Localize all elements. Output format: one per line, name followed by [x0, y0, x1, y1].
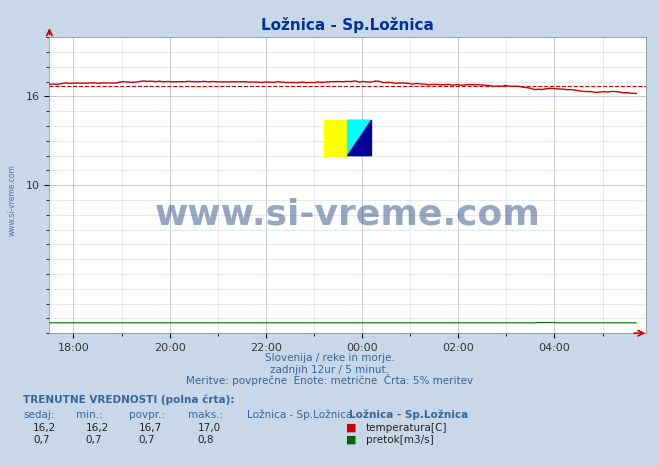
Polygon shape — [348, 120, 372, 156]
Text: 0,7: 0,7 — [138, 435, 155, 445]
Text: TRENUTNE VREDNOSTI (polna črta):: TRENUTNE VREDNOSTI (polna črta): — [23, 395, 235, 405]
Text: 16,7: 16,7 — [138, 423, 161, 433]
Text: Slovenija / reke in morje.: Slovenija / reke in morje. — [264, 353, 395, 363]
Text: 16,2: 16,2 — [33, 423, 56, 433]
Text: Ložnica - Sp.Ložnica: Ložnica - Sp.Ložnica — [247, 410, 353, 420]
Text: sedaj:: sedaj: — [23, 410, 55, 420]
Text: 0,8: 0,8 — [198, 435, 214, 445]
Text: www.si-vreme.com: www.si-vreme.com — [155, 198, 540, 232]
Bar — [324, 120, 348, 156]
Text: Meritve: povprečne  Enote: metrične  Črta: 5% meritev: Meritve: povprečne Enote: metrične Črta:… — [186, 375, 473, 386]
Text: 17,0: 17,0 — [198, 423, 221, 433]
Title: Ložnica - Sp.Ložnica: Ložnica - Sp.Ložnica — [261, 17, 434, 34]
Polygon shape — [348, 120, 372, 156]
Text: 0,7: 0,7 — [86, 435, 102, 445]
Text: Ložnica - Sp.Ložnica: Ložnica - Sp.Ložnica — [349, 410, 469, 420]
Text: 0,7: 0,7 — [33, 435, 49, 445]
Text: maks.:: maks.: — [188, 410, 223, 420]
Text: zadnjih 12ur / 5 minut.: zadnjih 12ur / 5 minut. — [270, 365, 389, 375]
Text: min.:: min.: — [76, 410, 103, 420]
Text: ■: ■ — [346, 435, 357, 445]
Text: www.si-vreme.com: www.si-vreme.com — [8, 164, 17, 236]
Text: povpr.:: povpr.: — [129, 410, 165, 420]
Text: 16,2: 16,2 — [86, 423, 109, 433]
Text: pretok[m3/s]: pretok[m3/s] — [366, 435, 434, 445]
Text: temperatura[C]: temperatura[C] — [366, 423, 447, 433]
Text: ■: ■ — [346, 423, 357, 433]
